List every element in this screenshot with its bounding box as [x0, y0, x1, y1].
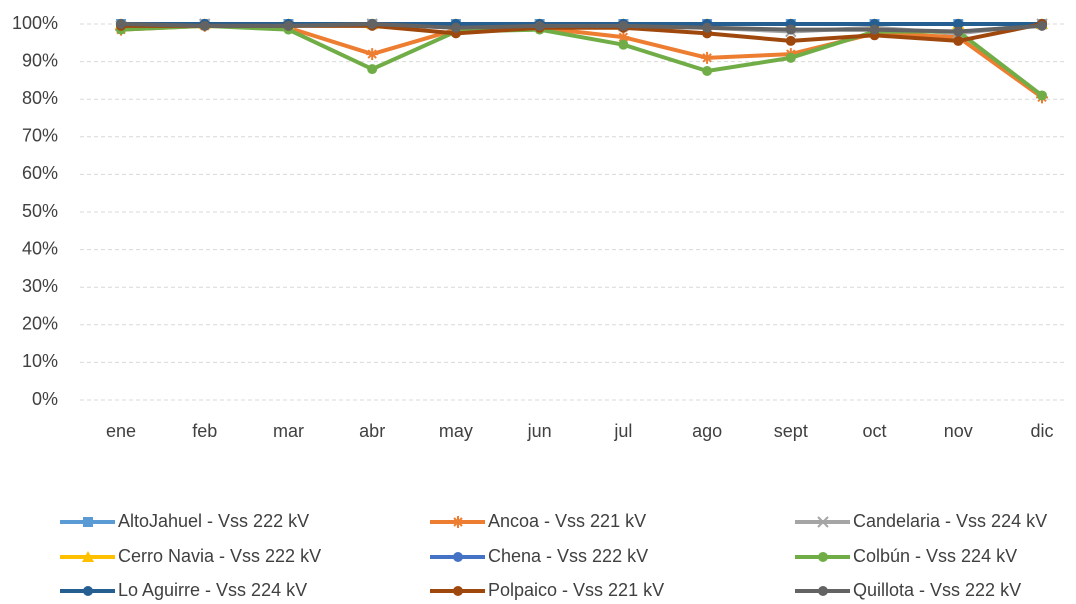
- marker: [818, 586, 828, 596]
- legend-item: Polpaico - Vss 221 kV: [430, 580, 664, 600]
- marker: [1037, 90, 1047, 101]
- x-tick-label: dic: [1030, 421, 1053, 441]
- legend-item: Ancoa - Vss 221 kV: [430, 511, 646, 531]
- y-tick-label: 60%: [22, 163, 58, 183]
- x-tick-label: nov: [944, 421, 973, 441]
- marker: [817, 516, 829, 528]
- x-tick-label: ago: [692, 421, 722, 441]
- legend-label: Ancoa - Vss 221 kV: [488, 511, 646, 531]
- legend-item: Quillota - Vss 222 kV: [795, 580, 1021, 600]
- marker: [83, 517, 93, 527]
- legend-item: Candelaria - Vss 224 kV: [795, 511, 1047, 531]
- x-tick-label: oct: [863, 421, 887, 441]
- marker: [367, 64, 378, 75]
- marker: [199, 20, 210, 31]
- legend-label: AltoJahuel - Vss 222 kV: [118, 511, 309, 531]
- legend-label: Lo Aguirre - Vss 224 kV: [118, 580, 307, 600]
- marker: [618, 20, 629, 31]
- marker: [1037, 20, 1047, 31]
- x-tick-label: jun: [527, 421, 552, 441]
- marker: [785, 35, 796, 46]
- legend-label: Polpaico - Vss 221 kV: [488, 580, 664, 600]
- marker: [82, 551, 94, 562]
- legend-label: Cerro Navia - Vss 222 kV: [118, 546, 321, 566]
- y-tick-label: 100%: [12, 13, 58, 33]
- x-tick-label: feb: [192, 421, 217, 441]
- legend-item: Cerro Navia - Vss 222 kV: [60, 546, 321, 566]
- marker: [953, 19, 964, 29]
- y-tick-label: 40%: [22, 238, 58, 258]
- legend-label: Colbún - Vss 224 kV: [853, 546, 1017, 566]
- legend-item: Colbún - Vss 224 kV: [795, 546, 1017, 566]
- marker: [453, 552, 463, 562]
- marker: [366, 48, 379, 61]
- marker: [818, 552, 828, 562]
- marker: [869, 24, 880, 35]
- legend-label: Candelaria - Vss 224 kV: [853, 511, 1047, 531]
- marker: [785, 52, 796, 63]
- marker: [534, 20, 545, 31]
- marker: [453, 586, 463, 596]
- legend-item: AltoJahuel - Vss 222 kV: [60, 511, 309, 531]
- y-tick-label: 30%: [22, 276, 58, 296]
- y-tick-label: 10%: [22, 351, 58, 371]
- marker: [785, 24, 796, 35]
- x-tick-label: may: [439, 421, 473, 441]
- legend-label: Chena - Vss 222 kV: [488, 546, 648, 566]
- marker: [702, 22, 713, 33]
- marker: [283, 20, 294, 31]
- marker: [452, 516, 464, 528]
- marker: [450, 22, 461, 33]
- marker: [367, 19, 378, 29]
- y-tick-label: 70%: [22, 126, 58, 146]
- series-line: [120, 22, 1043, 34]
- y-tick-label: 90%: [22, 50, 58, 70]
- marker: [953, 35, 964, 46]
- marker: [83, 586, 93, 596]
- y-tick-label: 50%: [22, 201, 58, 221]
- legend-item: Lo Aguirre - Vss 224 kV: [60, 580, 307, 600]
- marker: [116, 19, 126, 29]
- x-tick-label: abr: [359, 421, 385, 441]
- x-tick-label: mar: [273, 421, 304, 441]
- legend-item: Chena - Vss 222 kV: [430, 546, 648, 566]
- x-tick-label: sept: [774, 421, 808, 441]
- marker: [702, 66, 713, 76]
- y-tick-label: 0%: [32, 389, 58, 409]
- marker: [953, 26, 964, 37]
- marker: [617, 31, 630, 44]
- y-tick-label: 80%: [22, 88, 58, 108]
- y-tick-label: 20%: [22, 314, 58, 334]
- x-tick-label: ene: [106, 421, 136, 441]
- x-tick-label: jul: [613, 421, 632, 441]
- marker: [618, 39, 629, 50]
- legend-label: Quillota - Vss 222 kV: [853, 580, 1021, 600]
- marker: [701, 51, 714, 64]
